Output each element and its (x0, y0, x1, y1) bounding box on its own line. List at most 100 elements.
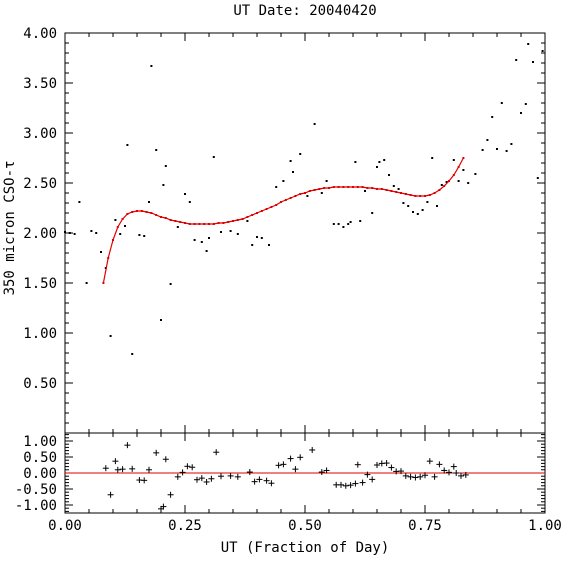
data-point (510, 143, 513, 145)
fit-point (299, 193, 302, 195)
fit-point (179, 221, 182, 223)
fit-point (256, 212, 258, 214)
data-point (392, 185, 395, 187)
residual-point (174, 473, 181, 480)
residual-point (292, 466, 299, 473)
data-point (491, 116, 494, 118)
fit-point (241, 218, 244, 220)
fit-point (232, 220, 234, 222)
residual-point (338, 481, 344, 488)
data-point (229, 230, 232, 232)
data-point (100, 251, 102, 253)
data-point (90, 230, 93, 232)
fit-point (347, 186, 350, 188)
data-point (337, 223, 340, 225)
residual-y-tick-label: 0.50 (23, 450, 57, 466)
residual-point (364, 471, 371, 478)
residual-point (234, 473, 241, 480)
data-point (205, 250, 208, 252)
fit-point (203, 223, 206, 225)
data-point (436, 205, 438, 207)
data-point (124, 225, 126, 227)
residual-point (251, 478, 258, 485)
fit-point (452, 174, 455, 176)
data-point (421, 209, 424, 211)
residual-point (160, 503, 167, 510)
residual-point (441, 467, 448, 474)
data-point (114, 219, 117, 221)
data-point (426, 201, 429, 203)
data-point (126, 144, 129, 146)
residual-point (347, 482, 354, 489)
data-point (68, 232, 71, 234)
fit-point (409, 194, 412, 196)
data-point (64, 231, 66, 233)
data-point (299, 153, 302, 155)
data-point (251, 244, 254, 246)
fit-point (328, 187, 330, 189)
data-point (164, 165, 167, 167)
fit-point (160, 216, 162, 218)
data-point (388, 174, 390, 176)
y-tick-label: 0.50 (23, 376, 57, 392)
fit-point (342, 186, 345, 188)
fit-point (217, 222, 220, 224)
data-point (505, 150, 508, 152)
fit-point (140, 210, 143, 212)
fit-point (448, 180, 450, 182)
residual-point (426, 458, 433, 465)
data-point (150, 65, 153, 67)
residual-point (412, 474, 419, 481)
fit-point (193, 223, 196, 225)
data-point (397, 188, 400, 190)
data-point (320, 192, 323, 194)
data-point (109, 335, 112, 337)
data-point (500, 102, 503, 104)
residual-point (402, 472, 409, 479)
residual-point (297, 454, 304, 461)
fit-point (304, 192, 306, 194)
fit-point (236, 219, 239, 221)
data-point (169, 283, 172, 285)
data-point (347, 223, 350, 225)
data-point (95, 232, 98, 234)
data-point (148, 201, 150, 203)
fit-point (145, 211, 148, 213)
fit-point (155, 214, 158, 216)
residual-points (102, 442, 469, 512)
data-point (402, 202, 405, 204)
residual-point (398, 468, 404, 475)
fit-point (251, 214, 254, 216)
data-point (200, 241, 203, 243)
fit-point (337, 186, 340, 188)
fit-point (289, 197, 292, 199)
fit-point (126, 213, 129, 215)
y-tick-label: 3.00 (23, 126, 57, 142)
residual-point (263, 477, 270, 484)
bottom-panel-ytick-labels: -1.00-0.500.000.501.00 (15, 434, 57, 514)
data-point (474, 173, 477, 175)
data-point (220, 231, 222, 233)
residual-point (179, 469, 186, 476)
fit-point (265, 208, 268, 210)
residual-point (446, 469, 452, 476)
data-point (143, 235, 146, 237)
top-panel-frame (64, 32, 546, 434)
residual-point (417, 473, 424, 480)
data-point (378, 161, 381, 163)
data-point (412, 211, 414, 213)
data-point (524, 103, 527, 105)
data-point (349, 221, 352, 223)
residual-point (112, 458, 119, 465)
data-point (364, 190, 366, 192)
residual-point (146, 466, 152, 473)
residual-point (203, 478, 210, 485)
data-point (532, 61, 534, 63)
data-point (515, 59, 518, 61)
data-point (85, 282, 88, 284)
data-point (541, 50, 544, 52)
fit-point (150, 212, 153, 214)
residual-point (407, 473, 414, 480)
data-point (481, 149, 484, 151)
residual-y-tick-label: 0.00 (23, 466, 57, 482)
